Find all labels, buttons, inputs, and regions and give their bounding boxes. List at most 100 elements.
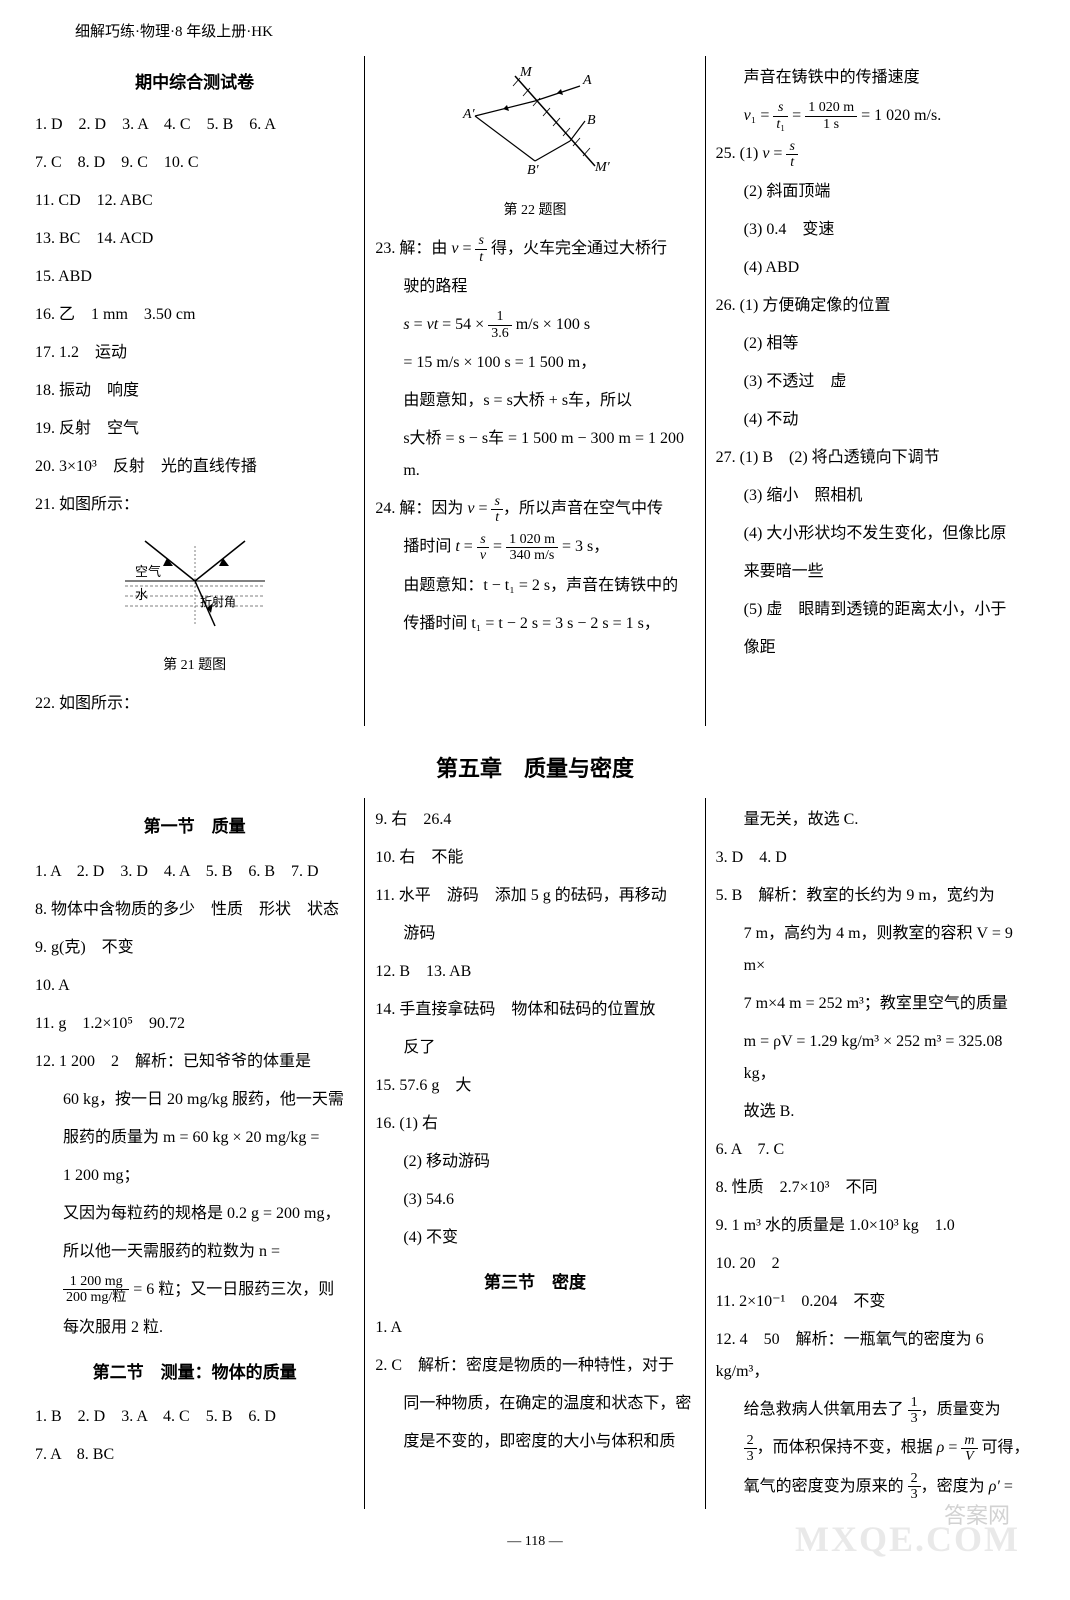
answer: 16. (1) 右 (375, 1108, 694, 1140)
answer: 同一种物质，在确定的温度和状态下，密 (375, 1388, 694, 1420)
q24b: 播时间 t = sv = 1 020 m340 m/s = 3 s， (375, 531, 694, 563)
svg-text:M′: M′ (594, 160, 611, 175)
q24: 24. 解：因为 v = st，所以声音在空气中传 (375, 493, 694, 525)
answer: 3. D 4. D (716, 842, 1035, 874)
answer: 15. 57.6 g 大 (375, 1070, 694, 1102)
answer: 每次服用 2 粒. (35, 1312, 354, 1344)
answer: (4) 不变 (375, 1222, 694, 1254)
q23d: = 15 m/s × 100 s = 1 500 m， (375, 347, 694, 379)
answer: 12. 1 200 2 解析：已知爷爷的体重是 (35, 1046, 354, 1078)
answer: 12. B 13. AB (375, 956, 694, 988)
answer: m = ρV = 1.29 kg/m³ × 252 m³ = 325.08 kg… (716, 1026, 1035, 1090)
q23b: 驶的路程 (375, 271, 694, 303)
sec2-title: 第二节 测量：物体的质量 (35, 1354, 354, 1391)
q27-4b: 像距 (716, 632, 1035, 664)
answer: 9. g(克) 不变 (35, 932, 354, 964)
answer: 11. 2×10⁻¹ 0.204 不变 (716, 1286, 1035, 1318)
answer: 12. 4 50 解析：一瓶氧气的密度为 6 kg/m³， (716, 1324, 1035, 1388)
answer: 2. C 解析：密度是物质的一种特性，对于 (375, 1350, 694, 1382)
answer: 所以他一天需服药的粒数为 n = (35, 1236, 354, 1268)
answer: 7 m×4 m = 252 m³；教室里空气的质量 (716, 988, 1035, 1020)
q25-3: (3) 0.4 变速 (716, 214, 1035, 246)
answer: 7 m，高约为 4 m，则教室的容积 V = 9 m× (716, 918, 1035, 982)
answer: 8. 性质 2.7×10³ 不同 (716, 1172, 1035, 1204)
answer: 15. ABD (35, 261, 354, 293)
answer: 给急救病人供氧用去了 13，质量变为 (716, 1394, 1035, 1426)
answer: 8. 物体中含物质的多少 性质 形状 状态 (35, 894, 354, 926)
c3b: v₁ = st₁ = 1 020 m1 s = 1 020 m/s. (716, 100, 1035, 132)
bottom-section: 第一节 质量 1. A 2. D 3. D 4. A 5. B 6. B 7. … (25, 798, 1045, 1509)
fig22-diagram: M A A′ B B′ M′ (375, 66, 694, 186)
answer: 10. 20 2 (716, 1248, 1035, 1280)
top-section: 期中综合测试卷 1. D 2. D 3. A 4. C 5. B 6. A 7.… (25, 56, 1045, 726)
answer: 7. C 8. D 9. C 10. C (35, 147, 354, 179)
answer: 6. A 7. C (716, 1134, 1035, 1166)
q26-1: 26. (1) 方便确定像的位置 (716, 290, 1035, 322)
answer: 14. 手直接拿砝码 物体和砝码的位置放 (375, 994, 694, 1026)
answer: 21. 如图所示： (35, 489, 354, 521)
answer: 1. A 2. D 3. D 4. A 5. B 6. B 7. D (35, 856, 354, 888)
midterm-title: 期中综合测试卷 (35, 64, 354, 101)
q25-2: (2) 斜面顶端 (716, 176, 1035, 208)
q27-4: (5) 虚 眼睛到透镜的距离太小，小于 (716, 594, 1035, 626)
answer: 16. 乙 1 mm 3.50 cm (35, 299, 354, 331)
answer: 故选 B. (716, 1096, 1035, 1128)
q27-3: (4) 大小形状均不发生变化，但像比原 (716, 518, 1035, 550)
chapter-title: 第五章 质量与密度 (25, 751, 1045, 783)
answer: 23，而体积保持不变，根据 ρ = mV 可得， (716, 1432, 1035, 1464)
q23: 23. 解：由 v = st 得，火车完全通过大桥行 (375, 233, 694, 265)
q26-2: (2) 相等 (716, 328, 1035, 360)
page-header: 细解巧练·物理·8 年级上册·HK (25, 20, 1045, 41)
answer: 5. B 解析：教室的长约为 9 m，宽约为 (716, 880, 1035, 912)
answer: 1. A (375, 1312, 694, 1344)
q23e: 由题意知，s = s大桥 + s车，所以 (375, 385, 694, 417)
q25-1: 25. (1) v = st (716, 138, 1035, 170)
c3a: 声音在铸铁中的传播速度 (716, 62, 1035, 94)
answer: 13. BC 14. ACD (35, 223, 354, 255)
answer: 10. A (35, 970, 354, 1002)
answer: 游码 (375, 918, 694, 950)
answer: 11. CD 12. ABC (35, 185, 354, 217)
answer: 17. 1.2 运动 (35, 337, 354, 369)
answer: 7. A 8. BC (35, 1439, 354, 1471)
answer: 1 200 mg200 mg/粒 = 6 粒；又一日服药三次，则 (35, 1274, 354, 1306)
q26-3: (3) 不透过 虚 (716, 366, 1035, 398)
fig22-caption: 第 22 题图 (375, 196, 694, 227)
answer: 又因为每粒药的规格是 0.2 g = 200 mg， (35, 1198, 354, 1230)
answer: 18. 振动 响度 (35, 375, 354, 407)
svg-text:折射角: 折射角 (200, 594, 236, 609)
answer: 量无关，故选 C. (716, 804, 1035, 836)
svg-text:空气: 空气 (135, 564, 161, 579)
answer: 1. D 2. D 3. A 4. C 5. B 6. A (35, 109, 354, 141)
answer: 22. 如图所示： (35, 688, 354, 720)
q23f: s大桥 = s − s车 = 1 500 m − 300 m = 1 200 m… (375, 423, 694, 487)
bottom-col-2: 9. 右 26.4 10. 右 不能 11. 水平 游码 添加 5 g 的砝码，… (365, 798, 705, 1509)
q27-1: 27. (1) B (2) 将凸透镜向下调节 (716, 442, 1035, 474)
answer: 60 kg，按一日 20 mg/kg 服药，他一天需 (35, 1084, 354, 1116)
bottom-col-3: 量无关，故选 C. 3. D 4. D 5. B 解析：教室的长约为 9 m，宽… (706, 798, 1045, 1509)
svg-text:M: M (519, 66, 533, 80)
fig21-diagram: 空气 水 折射角 (35, 531, 354, 641)
sec1-title: 第一节 质量 (35, 808, 354, 845)
watermark-en: MXQE.COM (795, 1518, 1020, 1560)
svg-text:B: B (587, 113, 596, 128)
answer: 9. 1 m³ 水的质量是 1.0×10³ kg 1.0 (716, 1210, 1035, 1242)
sec3-title: 第三节 密度 (375, 1264, 694, 1301)
bottom-col-1: 第一节 质量 1. A 2. D 3. D 4. A 5. B 6. B 7. … (25, 798, 365, 1509)
top-col-2: M A A′ B B′ M′ 第 22 题图 23. 解：由 v = st 得，… (365, 56, 705, 726)
answer: 9. 右 26.4 (375, 804, 694, 836)
answer: 1 200 mg； (35, 1160, 354, 1192)
svg-text:水: 水 (135, 587, 148, 602)
q26-4: (4) 不动 (716, 404, 1035, 436)
answer: 度是不变的，即密度的大小与体积和质 (375, 1426, 694, 1458)
q27-3b: 来要暗一些 (716, 556, 1035, 588)
answer: 1. B 2. D 3. A 4. C 5. B 6. D (35, 1401, 354, 1433)
top-col-3: 声音在铸铁中的传播速度 v₁ = st₁ = 1 020 m1 s = 1 02… (706, 56, 1045, 726)
answer: 11. g 1.2×10⁵ 90.72 (35, 1008, 354, 1040)
svg-text:B′: B′ (527, 163, 540, 178)
answer: 19. 反射 空气 (35, 413, 354, 445)
svg-text:A: A (582, 73, 592, 88)
fig21-caption: 第 21 题图 (35, 651, 354, 682)
answer: 20. 3×10³ 反射 光的直线传播 (35, 451, 354, 483)
answer: 服药的质量为 m = 60 kg × 20 mg/kg = (35, 1122, 354, 1154)
